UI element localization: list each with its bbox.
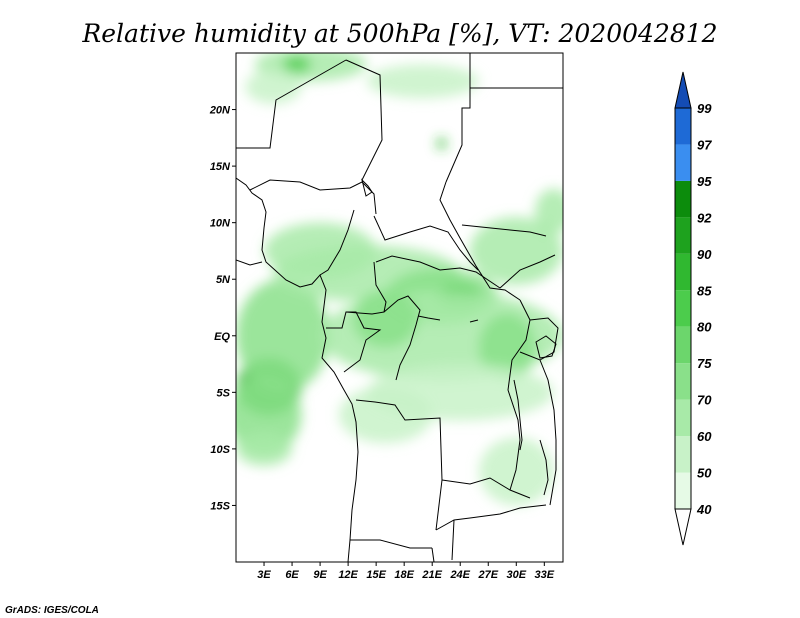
humidity-blob-12	[338, 386, 433, 444]
colorbar-label: 50	[697, 466, 712, 481]
border-sudan-ethiopia	[461, 224, 547, 237]
border-drc-east	[507, 299, 531, 491]
y-tick-label: 5S	[217, 387, 231, 399]
y-tick-label: 15N	[210, 161, 231, 173]
y-tick-label: 15S	[210, 500, 230, 512]
x-tick-label: 12E	[338, 569, 358, 581]
humidity-blob-14	[352, 290, 419, 348]
country-borders	[236, 53, 563, 562]
coastline-west-tip	[236, 259, 263, 266]
credit-label: GrADS: IGES/COLA	[5, 605, 99, 616]
colorbar-segment	[675, 217, 691, 254]
colorbar-segment	[675, 472, 691, 509]
humidity-field	[236, 53, 563, 506]
colorbar-label: 85	[697, 283, 712, 298]
colorbar-label: 80	[697, 320, 712, 335]
colorbar-segment	[675, 290, 691, 327]
colorbar-top-cap	[674, 71, 692, 109]
x-tick-label: 9E	[313, 569, 327, 581]
border-cameroon-car	[373, 261, 387, 313]
border-botswana	[431, 547, 435, 562]
colorbar-segment	[675, 399, 691, 437]
colorbar-segment	[675, 144, 691, 181]
humidity-blob-5	[264, 222, 377, 280]
humidity-blob-18	[282, 56, 311, 73]
lake-malawi	[539, 439, 549, 496]
colorbar-segment	[675, 326, 691, 364]
humidity-blob-10	[478, 313, 535, 382]
colorbar-label: 97	[697, 137, 712, 152]
x-tick-label: 6E	[285, 569, 299, 581]
y-axis: 20N 15N 10N 5N EQ 5S 10S 15S	[209, 105, 236, 512]
colorbar-label: 75	[697, 356, 712, 371]
colorbar-label: 40	[696, 502, 712, 517]
congo-river	[417, 315, 479, 323]
x-tick-label: 3E	[257, 569, 271, 581]
x-axis: 3E 6E 9E 12E 15E 18E 21E 24E 27E 30E 33E	[257, 562, 555, 581]
y-tick-label: 10S	[210, 444, 230, 456]
border-car-south	[375, 255, 501, 289]
x-tick-label: 15E	[366, 569, 386, 581]
border-egypt-sudan	[445, 53, 471, 183]
border-nigeria-cameroon	[319, 209, 355, 276]
chart-title: Relative humidity at 500hPa [%], VT: 202…	[81, 19, 717, 48]
humidity-blob-16	[366, 64, 479, 99]
border-zimbabwe	[451, 519, 455, 561]
colorbar-segment	[675, 180, 691, 218]
border-angola-namibia	[350, 539, 432, 549]
humidity-blob-13	[478, 437, 554, 506]
humidity-blob-20	[534, 188, 563, 234]
colorbar-label: 92	[697, 210, 712, 225]
colorbar-segment	[675, 108, 691, 145]
y-tick-label: 20N	[209, 105, 231, 117]
lake-tanganyika	[513, 379, 523, 451]
border-uganda	[519, 317, 559, 361]
border-zambia	[441, 477, 531, 499]
border-tanzania	[539, 359, 557, 506]
x-tick-label: 24E	[449, 569, 470, 581]
lake-victoria	[535, 335, 557, 359]
map-frame	[235, 52, 564, 563]
x-tick-label: 33E	[535, 569, 555, 581]
colorbar-segment	[675, 436, 691, 473]
humidity-blob-17	[245, 69, 302, 104]
y-tick-label: 5N	[216, 274, 231, 286]
y-tick-label: EQ	[214, 331, 230, 343]
border-algeria-niger	[236, 59, 347, 149]
colorbar-label: 90	[697, 247, 712, 262]
colorbar-label: 60	[697, 429, 712, 444]
border-gabon	[326, 311, 382, 373]
x-tick-label: 21E	[421, 569, 442, 581]
colorbar-segment	[675, 253, 691, 291]
border-south-sudan	[499, 254, 556, 289]
lake-chad	[361, 178, 373, 197]
border-chad-sudan	[439, 181, 521, 301]
y-tick-label: 10N	[210, 218, 231, 230]
colorbar-label: 70	[697, 393, 712, 408]
coastline-west	[236, 177, 359, 562]
x-tick-label: 18E	[394, 569, 414, 581]
border-congo	[345, 295, 421, 381]
humidity-blob-1	[236, 279, 330, 393]
x-tick-label: 30E	[506, 569, 526, 581]
border-libya	[345, 59, 383, 181]
border-chad-car	[373, 215, 479, 271]
border-mozambique	[435, 504, 547, 531]
colorbar-label: 99	[697, 101, 712, 116]
colorbar-bottom-cap	[674, 508, 692, 546]
colorbar-segment	[675, 363, 691, 400]
humidity-blob-19	[436, 137, 447, 150]
x-tick-label: 27E	[477, 569, 498, 581]
colorbar-label: 95	[697, 174, 712, 189]
colorbar: 40 50 60 70 75 80 85 90 92 95 97 99	[674, 71, 712, 546]
humidity-blob-3	[236, 431, 293, 466]
